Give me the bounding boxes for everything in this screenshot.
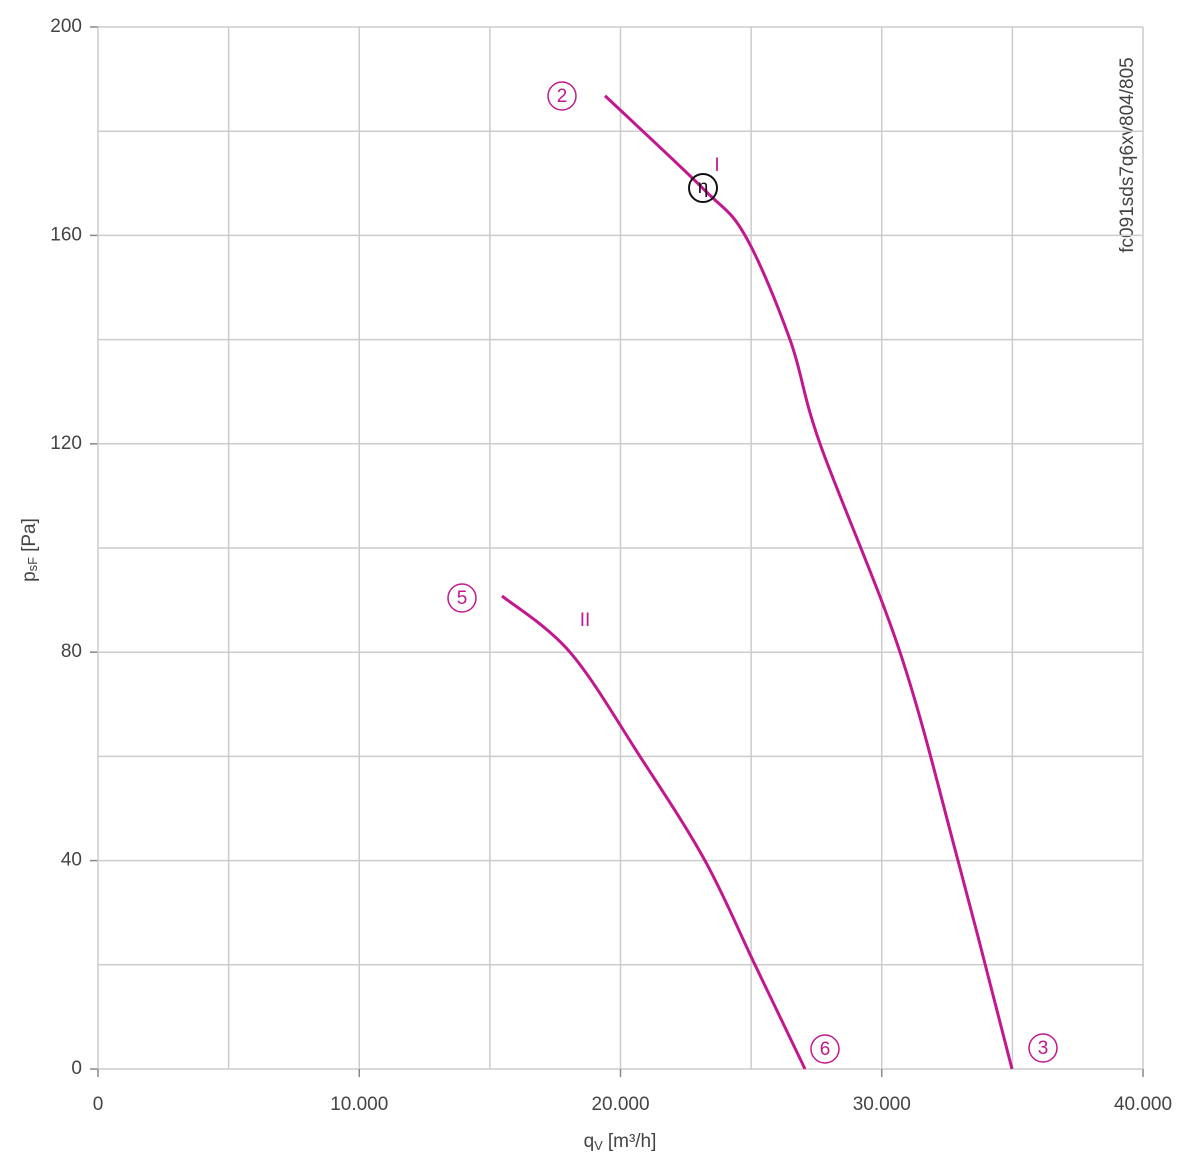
y-tick-label: 0 bbox=[71, 1058, 82, 1079]
point-marker bbox=[1028, 1033, 1058, 1063]
curve-label: II bbox=[580, 610, 591, 631]
x-tick-label: 40.000 bbox=[1114, 1094, 1172, 1115]
code-label: fc091sds7q6xv804/805 bbox=[1117, 57, 1138, 252]
y-tick-label: 160 bbox=[50, 224, 82, 245]
point-marker bbox=[447, 583, 477, 613]
y-axis-label: psF[Pa] bbox=[19, 518, 40, 582]
point-label: 3 bbox=[1038, 1038, 1049, 1059]
efficiency-marker bbox=[688, 173, 718, 203]
y-tick-label: 80 bbox=[61, 641, 82, 662]
x-tick-label: 30.000 bbox=[853, 1094, 911, 1115]
y-tick-label: 200 bbox=[50, 16, 82, 37]
x-axis-label: qV [m³/h] bbox=[584, 1131, 657, 1153]
efficiency-label: η bbox=[698, 177, 709, 198]
curve bbox=[501, 594, 807, 1070]
point-marker bbox=[810, 1034, 840, 1064]
point-label: 6 bbox=[820, 1039, 831, 1060]
point-marker bbox=[547, 81, 577, 111]
curve bbox=[603, 94, 1014, 1070]
point-label: 5 bbox=[457, 588, 468, 609]
x-tick-label: 10.000 bbox=[330, 1094, 388, 1115]
point-label: 2 bbox=[557, 86, 568, 107]
y-tick-label: 40 bbox=[61, 850, 82, 871]
x-tick-label: 0 bbox=[93, 1094, 104, 1115]
x-tick-label: 20.000 bbox=[591, 1094, 649, 1115]
curve-label: I bbox=[714, 155, 719, 176]
y-tick-label: 120 bbox=[50, 433, 82, 454]
